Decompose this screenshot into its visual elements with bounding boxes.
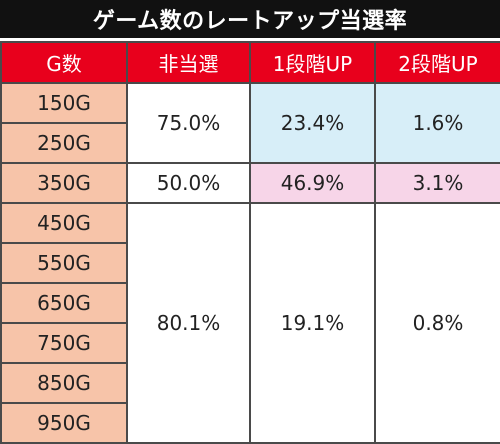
header-games: G数 bbox=[0, 41, 128, 84]
up2-cell: 1.6% bbox=[374, 82, 500, 164]
table-row: 650G bbox=[0, 282, 500, 324]
table-row: 550G bbox=[0, 242, 500, 284]
table-row: 250G bbox=[0, 122, 500, 164]
header-no-win: 非当選 bbox=[126, 41, 251, 84]
no-win-cell: 50.0% bbox=[126, 162, 251, 204]
table-row: 850G bbox=[0, 362, 500, 404]
game-count-cell: 350G bbox=[0, 162, 128, 204]
header-row: G数 非当選 1段階UP 2段階UP bbox=[0, 41, 500, 84]
table-title: ゲーム数のレートアップ当選率 bbox=[0, 0, 500, 38]
game-count-cell: 550G bbox=[0, 242, 128, 284]
game-count-cell: 250G bbox=[0, 122, 128, 164]
game-count-cell: 450G bbox=[0, 202, 128, 244]
game-count-cell: 750G bbox=[0, 322, 128, 364]
game-count-cell: 650G bbox=[0, 282, 128, 324]
up1-cell: 19.1% bbox=[249, 202, 376, 444]
up2-cell: 3.1% bbox=[374, 162, 500, 204]
game-count-cell: 950G bbox=[0, 402, 128, 444]
header-up1: 1段階UP bbox=[249, 41, 376, 84]
up1-cell: 46.9% bbox=[249, 162, 376, 204]
game-count-cell: 850G bbox=[0, 362, 128, 404]
up2-cell: 0.8% bbox=[374, 202, 500, 444]
no-win-cell: 75.0% bbox=[126, 82, 251, 164]
up1-cell: 23.4% bbox=[249, 82, 376, 164]
header-up2: 2段階UP bbox=[374, 41, 500, 84]
table-row: 350G 50.0% 46.9% 3.1% bbox=[0, 162, 500, 204]
rate-table: G数 非当選 1段階UP 2段階UP 150G 75.0% 23.4% 1.6%… bbox=[0, 41, 500, 444]
table-row: 750G bbox=[0, 322, 500, 364]
table-row: 150G 75.0% 23.4% 1.6% bbox=[0, 82, 500, 164]
game-count-cell: 150G bbox=[0, 82, 128, 124]
table-row: 450G 80.1% 19.1% 0.8% bbox=[0, 202, 500, 444]
no-win-cell: 80.1% bbox=[126, 202, 251, 444]
